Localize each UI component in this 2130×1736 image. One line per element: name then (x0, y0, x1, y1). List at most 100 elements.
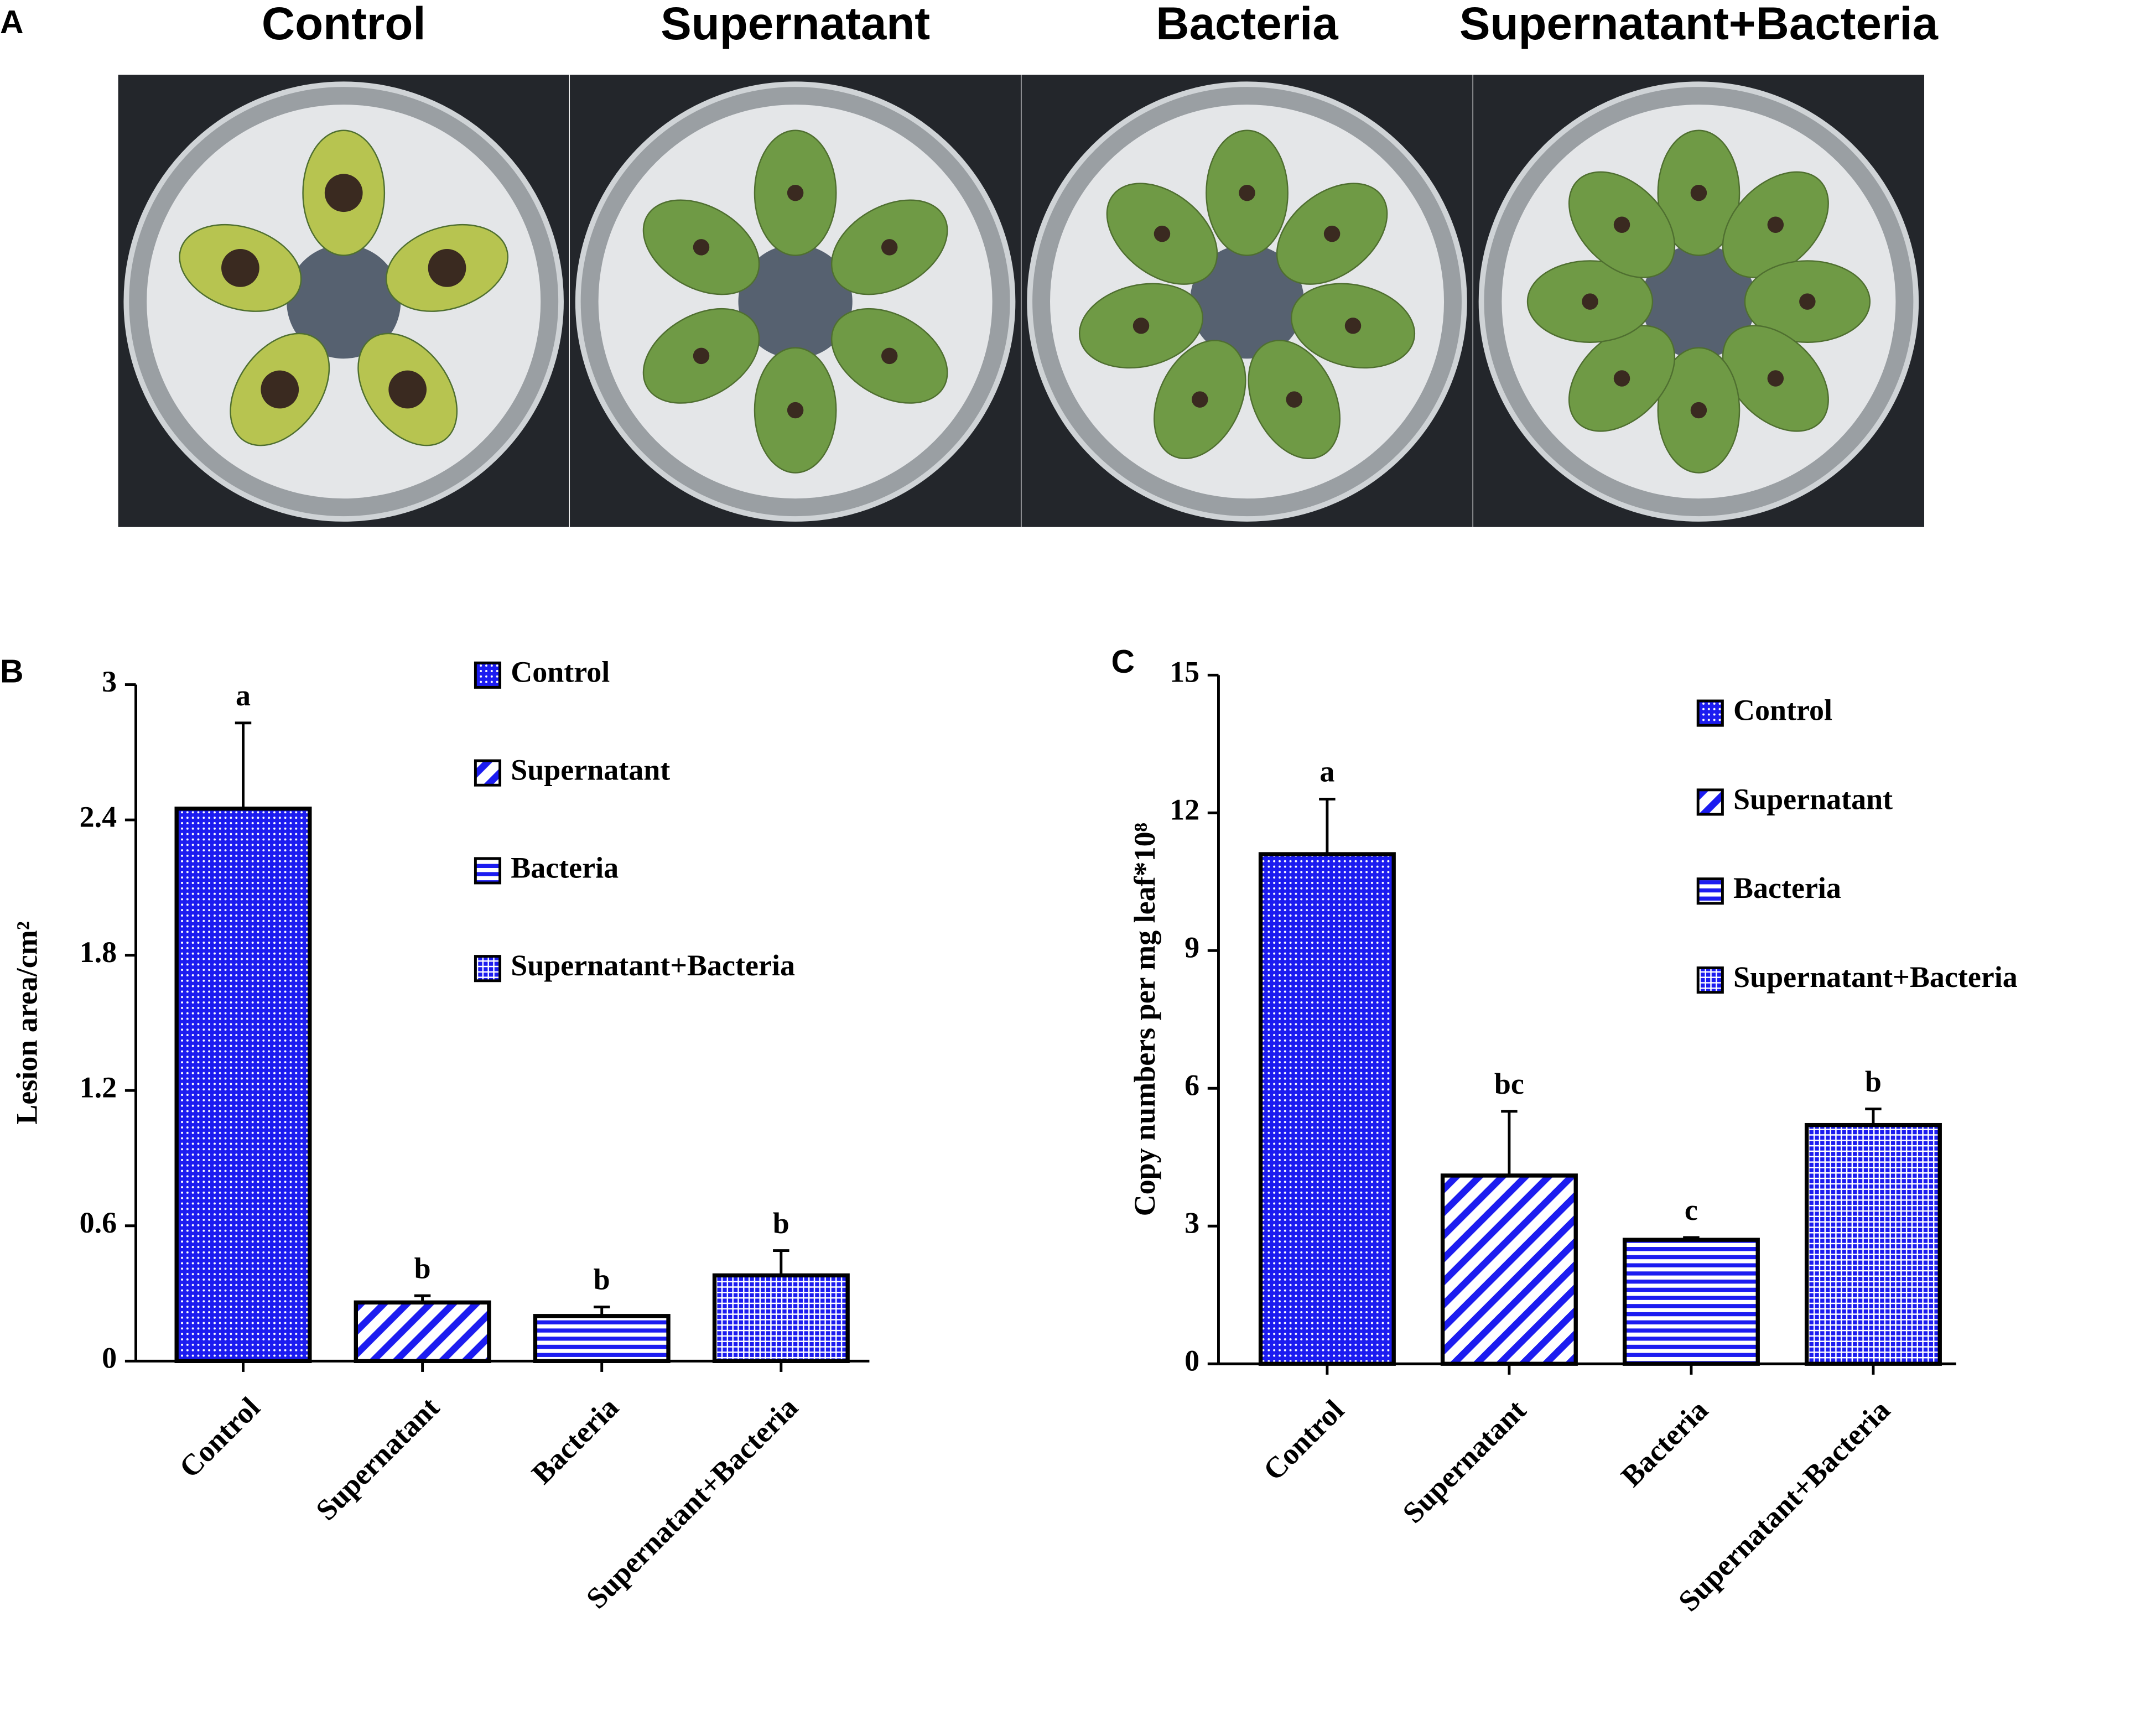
photo-title: Supernatant+Bacteria (1459, 0, 1939, 49)
error-bar (1319, 797, 1336, 855)
legend-label: Supernatant (1733, 782, 1893, 815)
y-tick-label: 1.2 (80, 1071, 117, 1104)
legend-swatch (1696, 788, 1724, 816)
error-bar (1683, 1236, 1700, 1240)
y-axis-label: Lesion area/cm² (10, 921, 43, 1125)
legend-swatch (474, 661, 502, 689)
x-tick-label: Control (173, 1391, 266, 1484)
panel-label: A (0, 4, 24, 40)
lesion (787, 184, 804, 201)
legend-label: Supernatant+Bacteria (511, 949, 795, 982)
bar (712, 1273, 850, 1363)
lesion (1132, 318, 1150, 334)
lesion (1154, 225, 1171, 242)
bar (354, 1300, 491, 1363)
bar (1440, 1173, 1578, 1366)
error-bar (1501, 1110, 1518, 1176)
y-tick-label: 3 (102, 665, 117, 698)
lesion (1767, 216, 1784, 233)
x-tick-label: Supernatant+Bacteria (1672, 1394, 1897, 1618)
lesion (1344, 318, 1362, 334)
legend-swatch (474, 857, 502, 885)
legend-swatch (474, 759, 502, 787)
significance-letter: b (414, 1251, 431, 1285)
photo-title: Control (262, 0, 426, 49)
y-tick-label: 1.8 (80, 935, 117, 969)
lesion (1799, 293, 1816, 310)
panel-label: C (1111, 644, 1135, 680)
photo-panel (118, 75, 1925, 527)
center (1189, 244, 1305, 359)
significance-letter: b (594, 1263, 610, 1296)
x-tick-label: Supernatant (1396, 1394, 1532, 1530)
legend-swatch (1696, 966, 1724, 994)
y-tick-label: 15 (1170, 656, 1199, 689)
lesion (1767, 370, 1784, 387)
center (287, 244, 401, 359)
lesion (1582, 293, 1598, 310)
significance-letter: bc (1494, 1067, 1524, 1100)
y-tick-label: 12 (1170, 793, 1199, 827)
x-tick-label: Control (1257, 1394, 1350, 1487)
error-bar (1865, 1108, 1882, 1125)
y-tick-label: 3 (1185, 1207, 1199, 1240)
photo-title: Supernatant (661, 0, 930, 49)
legend-label: Control (1733, 693, 1832, 726)
legend-label: Supernatant (511, 753, 670, 787)
lesion (324, 174, 363, 212)
panel-label: B (0, 653, 24, 689)
legend-swatch (474, 955, 502, 983)
lesion (388, 370, 427, 409)
legend-swatch (1696, 699, 1724, 727)
lesion (1323, 225, 1341, 242)
lesion (1613, 370, 1630, 387)
lesion (881, 239, 898, 256)
lesion (693, 239, 710, 256)
significance-letter: a (1319, 755, 1334, 788)
lesion (1192, 391, 1208, 408)
legend-label: Bacteria (511, 851, 619, 884)
center (1641, 244, 1756, 359)
bar (1258, 852, 1396, 1366)
lesion (1613, 216, 1630, 233)
bar (1622, 1238, 1760, 1366)
y-tick-label: 2.4 (80, 800, 117, 833)
lesion (787, 402, 804, 419)
lesion (1239, 184, 1255, 201)
legend-label: Bacteria (1733, 871, 1841, 905)
bar (1804, 1122, 1942, 1366)
y-axis-label: Copy numbers per mg leaf*10⁸ (1128, 823, 1161, 1216)
y-tick-label: 0 (102, 1342, 117, 1375)
bar (533, 1314, 671, 1363)
significance-letter: b (1865, 1065, 1882, 1098)
center (738, 244, 853, 359)
lesion (221, 249, 259, 287)
significance-letter: c (1685, 1193, 1698, 1226)
error-bar (593, 1306, 610, 1316)
lesion (881, 347, 898, 365)
y-tick-label: 6 (1185, 1069, 1199, 1102)
lesion (428, 249, 466, 287)
x-tick-label: Bacteria (525, 1391, 625, 1490)
legend-swatch (1696, 877, 1724, 905)
y-tick-label: 0 (1185, 1344, 1199, 1378)
significance-letter: a (236, 679, 251, 712)
lesion (1690, 184, 1707, 201)
legend-label: Control (511, 656, 610, 689)
lesion (1690, 402, 1707, 419)
legend-label: Supernatant+Bacteria (1733, 960, 2018, 994)
y-tick-label: 9 (1185, 931, 1199, 964)
significance-letter: b (773, 1207, 789, 1240)
error-bar (414, 1294, 431, 1303)
x-tick-label: Bacteria (1614, 1394, 1714, 1493)
lesion (1286, 391, 1302, 408)
bar (174, 807, 312, 1363)
photo-title: Bacteria (1156, 0, 1338, 49)
error-bar (773, 1249, 789, 1276)
lesion (261, 370, 299, 409)
x-tick-label: Supernatant (309, 1391, 445, 1527)
y-tick-label: 0.6 (80, 1206, 117, 1239)
error-bar (235, 721, 252, 809)
